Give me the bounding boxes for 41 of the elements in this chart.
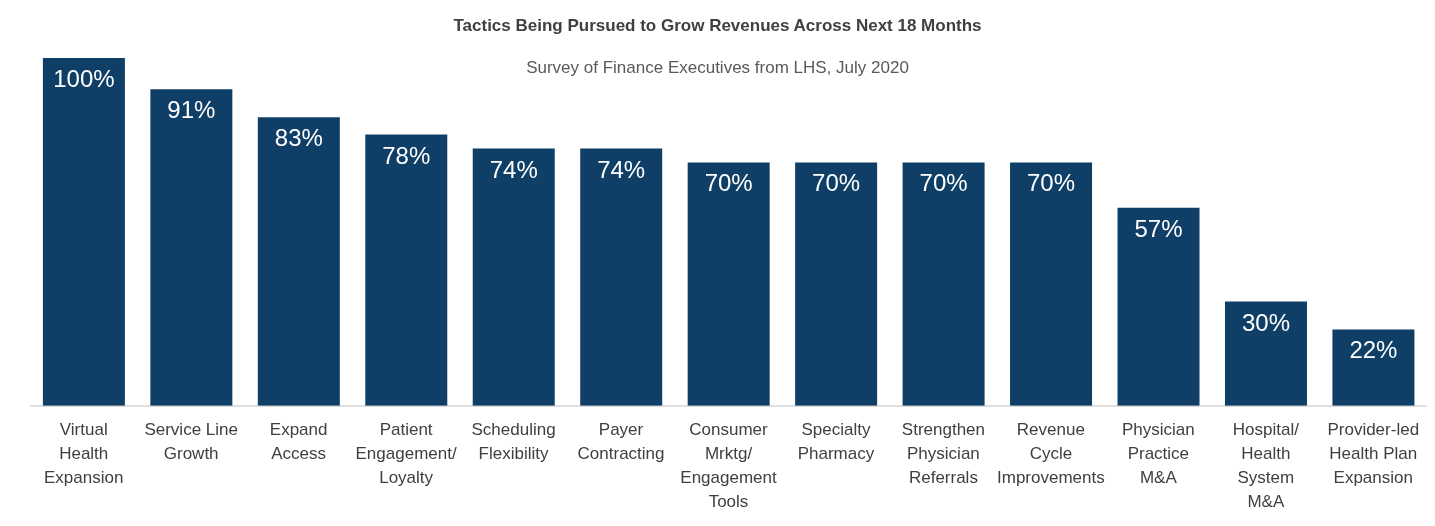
x-tick-label: Provider-led Health Plan Expansion: [1327, 420, 1420, 487]
bar: [1117, 207, 1200, 406]
data-label: 70%: [812, 169, 861, 197]
x-tick-label: Patient Engagement/ Loyalty: [355, 420, 457, 487]
x-tick-label: Revenue Cycle Improvements: [997, 420, 1105, 487]
chart-title: Tactics Being Pursued to Grow Revenues Across Next 18 Months: [452, 16, 983, 36]
data-label: 100%: [53, 65, 115, 93]
data-label: 83%: [274, 124, 323, 152]
bar: [795, 162, 878, 406]
data-label: 70%: [1027, 169, 1076, 197]
x-tick-label: Specialty Pharmacy: [797, 420, 875, 463]
bar: [257, 117, 340, 406]
data-label: 57%: [1134, 214, 1183, 242]
x-tick-label: Service Line Growth: [144, 420, 238, 463]
bar: [150, 89, 233, 406]
x-tick-label: Hospital/ Health System M&A: [1232, 420, 1300, 511]
data-label: 74%: [489, 155, 538, 183]
bar: [1010, 162, 1093, 406]
bar: [687, 162, 770, 406]
bar: [580, 148, 663, 406]
x-tick-label: Consumer Mrktg/ Engagement Tools: [680, 420, 777, 511]
bar: [902, 162, 985, 406]
data-label: 70%: [704, 169, 753, 197]
data-label: 70%: [919, 169, 968, 197]
data-label: 91%: [167, 96, 216, 124]
x-tick-label: Payer Contracting: [577, 420, 665, 463]
data-label: 30%: [1241, 308, 1290, 336]
chart-subtitle: Survey of Finance Executives from LHS, July 2020: [526, 58, 909, 77]
data-label: 74%: [597, 155, 646, 183]
data-label: 78%: [382, 141, 431, 169]
bar: [472, 148, 555, 406]
bar: [42, 58, 125, 406]
x-tick-label: Strengthen Physician Referrals: [901, 420, 986, 487]
x-tick-label: Expand Access: [269, 420, 328, 463]
x-tick-label: Physician Practice M&A: [1121, 420, 1195, 487]
x-tick-label: Scheduling Flexibility: [471, 420, 556, 463]
bar: [1224, 301, 1307, 406]
data-label: 22%: [1349, 336, 1398, 364]
bar: [365, 134, 448, 406]
bar: [1332, 329, 1415, 406]
x-tick-label: Virtual Health Expansion: [44, 420, 124, 487]
